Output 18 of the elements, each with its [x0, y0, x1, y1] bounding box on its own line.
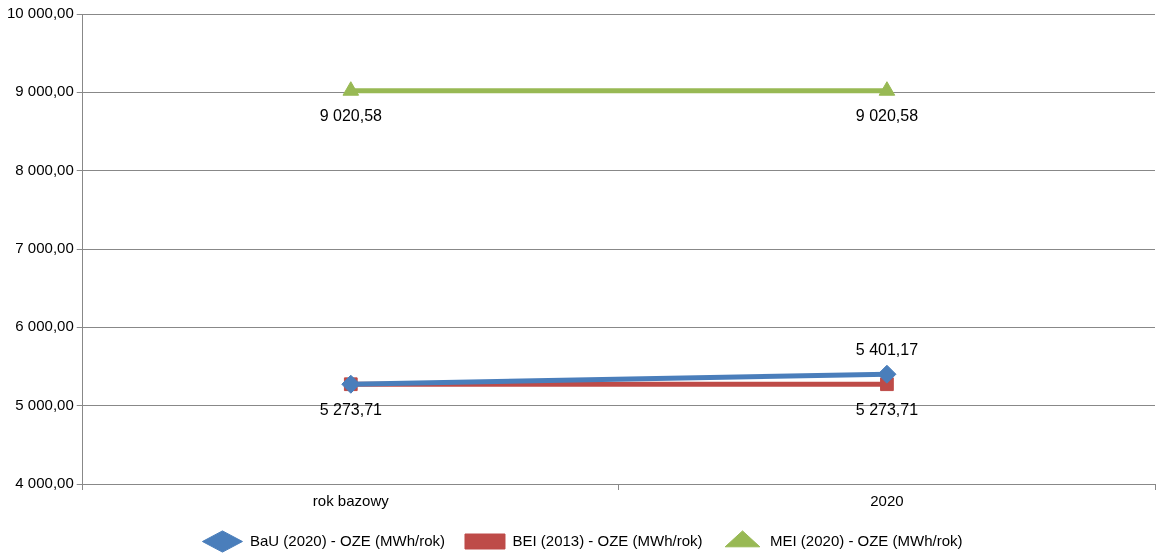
legend-label: MEI (2020) - OZE (MWh/rok): [770, 531, 963, 549]
point: [877, 364, 897, 384]
data-label: 9 020,58: [855, 107, 919, 125]
legend-label: BEI (2013) - OZE (MWh/rok): [512, 531, 703, 549]
y-tick-label: 4 000,00: [15, 474, 74, 492]
y-tick-label: 8 000,00: [15, 160, 74, 178]
y-tick-label: 10 000,00: [7, 4, 74, 22]
x-tick-label: rok bazowy: [312, 492, 390, 510]
legend-label: BaU (2020) - OZE (MWh/rok): [249, 531, 445, 549]
y-tick-label: 5 000,00: [15, 395, 74, 413]
data-label: 5 273,71: [319, 400, 383, 418]
y-tick-label: 9 000,00: [15, 82, 74, 100]
data-label: 9 020,58: [319, 107, 383, 125]
y-tick-label: 6 000,00: [15, 317, 74, 335]
y-tick-label: 7 000,00: [15, 239, 74, 257]
x-tick-label: 2020: [870, 492, 904, 510]
data-label: 5 401,17: [855, 340, 919, 358]
data-label: 5 273,71: [855, 400, 919, 418]
